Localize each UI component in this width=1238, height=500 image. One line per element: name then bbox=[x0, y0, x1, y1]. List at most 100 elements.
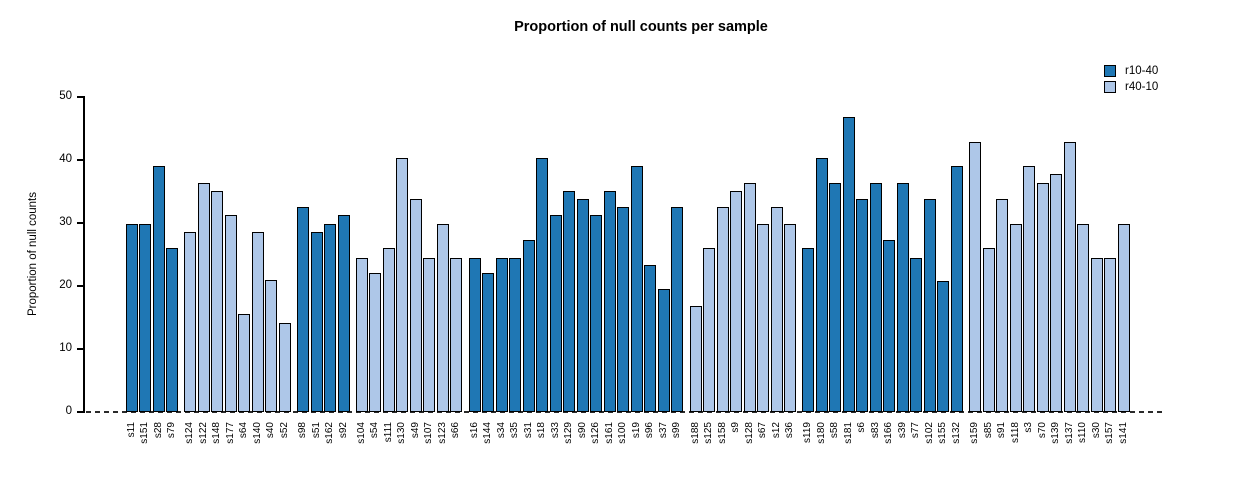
x-axis-label: s58 bbox=[829, 422, 841, 439]
x-axis-label: s102 bbox=[923, 422, 935, 444]
x-axis-label: s180 bbox=[815, 422, 827, 444]
bar bbox=[166, 248, 178, 412]
bar bbox=[896, 182, 909, 412]
y-tick-label: 50 bbox=[59, 90, 72, 102]
x-axis-label: s40 bbox=[265, 422, 277, 439]
bar bbox=[757, 223, 769, 412]
y-tick bbox=[77, 348, 84, 350]
bar bbox=[1104, 257, 1117, 412]
x-axis-label: s49 bbox=[409, 422, 421, 439]
bar bbox=[509, 257, 522, 412]
x-axis-label: s155 bbox=[937, 422, 949, 444]
bar bbox=[856, 199, 869, 412]
legend-item-r40-10: r40-10 bbox=[1104, 79, 1158, 95]
x-axis-label: s28 bbox=[152, 422, 164, 439]
bar bbox=[495, 257, 508, 412]
x-axis-label: s130 bbox=[396, 422, 408, 444]
x-axis-label: s110 bbox=[1077, 422, 1089, 443]
bar bbox=[671, 207, 684, 412]
bar bbox=[450, 257, 463, 412]
bar bbox=[982, 248, 995, 412]
x-axis-label: s67 bbox=[757, 422, 768, 439]
bar bbox=[337, 214, 350, 412]
bar bbox=[125, 223, 138, 412]
x-axis-label: s126 bbox=[590, 422, 602, 444]
x-axis-label: s123 bbox=[436, 422, 448, 444]
x-axis-label: s124 bbox=[184, 422, 196, 444]
bar bbox=[576, 199, 589, 412]
x-axis-label: s141 bbox=[1117, 422, 1129, 444]
x-axis-label: s181 bbox=[842, 422, 854, 444]
y-axis-line bbox=[83, 96, 85, 413]
bar bbox=[396, 158, 409, 412]
x-axis-label: s3 bbox=[1023, 422, 1035, 433]
x-axis-label: s159 bbox=[969, 422, 981, 444]
y-tick-label: 0 bbox=[65, 405, 72, 417]
bar bbox=[644, 265, 657, 412]
bar bbox=[689, 306, 702, 412]
legend-swatch-dark-icon bbox=[1104, 65, 1116, 77]
bar bbox=[297, 207, 310, 412]
legend-label-r40-10: r40-10 bbox=[1125, 81, 1159, 93]
bar bbox=[996, 199, 1009, 412]
legend-label-r10-40: r10-40 bbox=[1125, 65, 1159, 77]
y-tick bbox=[77, 285, 84, 287]
bar bbox=[743, 182, 756, 412]
bar bbox=[950, 166, 963, 412]
x-axis-label: s83 bbox=[869, 422, 881, 439]
bar bbox=[423, 257, 436, 412]
bar bbox=[265, 280, 278, 412]
bar bbox=[703, 248, 715, 412]
bar bbox=[657, 289, 670, 412]
x-axis-label: s79 bbox=[166, 422, 177, 439]
bar bbox=[842, 116, 855, 412]
legend-item-r10-40: r10-40 bbox=[1104, 63, 1158, 79]
x-axis-label: s16 bbox=[468, 422, 480, 439]
x-axis-label: s64 bbox=[238, 422, 250, 439]
bar bbox=[224, 214, 237, 412]
x-axis-label: s151 bbox=[139, 422, 150, 444]
bar bbox=[590, 214, 603, 412]
bar bbox=[382, 248, 395, 412]
y-tick-label: 20 bbox=[59, 279, 72, 291]
x-axis-label: s52 bbox=[278, 422, 290, 439]
bar bbox=[1077, 223, 1090, 412]
x-axis-label: s77 bbox=[910, 422, 922, 439]
x-axis-label: s128 bbox=[743, 422, 755, 444]
bar bbox=[563, 190, 576, 412]
x-axis-label: s98 bbox=[297, 422, 309, 439]
bar bbox=[923, 199, 936, 412]
bar bbox=[197, 182, 210, 412]
x-axis-label: s70 bbox=[1036, 422, 1048, 439]
bar bbox=[152, 166, 165, 412]
x-axis-label: s12 bbox=[770, 422, 782, 439]
bar bbox=[522, 240, 535, 412]
y-tick bbox=[77, 159, 84, 161]
x-axis-label: s19 bbox=[630, 422, 642, 439]
bar bbox=[784, 223, 796, 412]
x-axis-label: s125 bbox=[703, 422, 714, 444]
x-axis-label: s34 bbox=[495, 422, 507, 439]
x-axis-label: s99 bbox=[671, 422, 683, 439]
x-axis-label: s18 bbox=[536, 422, 548, 439]
y-tick bbox=[77, 222, 84, 224]
y-tick bbox=[77, 411, 84, 413]
y-tick-label: 10 bbox=[59, 342, 72, 354]
x-axis-label: s6 bbox=[856, 422, 868, 433]
bar bbox=[937, 280, 950, 412]
x-axis-label: s33 bbox=[549, 422, 561, 439]
bar bbox=[802, 248, 815, 412]
y-tick bbox=[77, 96, 84, 98]
bar bbox=[1009, 223, 1022, 412]
bar bbox=[730, 190, 742, 412]
x-axis-label: s137 bbox=[1063, 422, 1075, 444]
bar bbox=[716, 207, 729, 412]
x-axis-label: s111 bbox=[382, 422, 394, 443]
bar bbox=[139, 223, 151, 412]
x-axis-label: s107 bbox=[423, 422, 435, 444]
x-axis-label: s37 bbox=[657, 422, 669, 439]
bar bbox=[278, 322, 291, 412]
x-axis-label: s144 bbox=[482, 422, 494, 444]
bar bbox=[211, 190, 224, 412]
